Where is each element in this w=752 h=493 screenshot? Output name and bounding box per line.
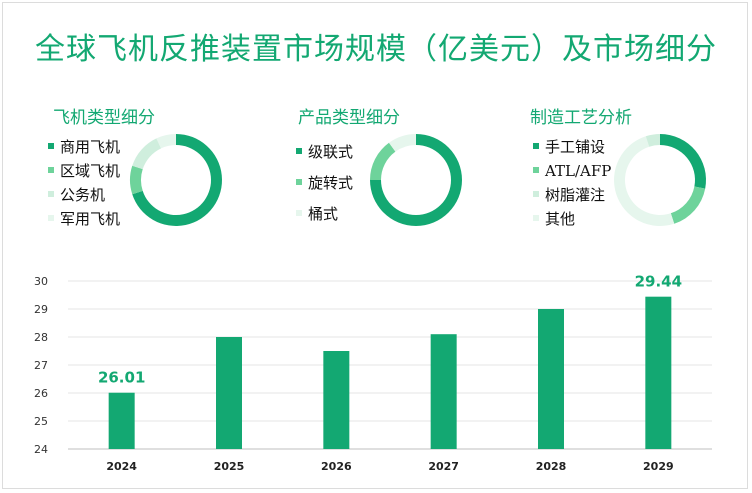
legend-label: 桶式 xyxy=(308,205,339,223)
y-tick-label: 29 xyxy=(34,303,48,316)
legend-item-cascade: 级联式 xyxy=(296,143,353,161)
bar-2029 xyxy=(645,296,672,449)
legend-item-business-jet: 公务机 xyxy=(48,186,105,204)
donut-slice-3-2 xyxy=(670,186,706,224)
donut-slice-3-4 xyxy=(645,134,660,147)
legend-swatch xyxy=(48,215,54,221)
bar-grid: 24 25 26 27 28 29 30 xyxy=(34,275,712,456)
legend-label: ATL/AFP xyxy=(545,162,612,180)
donut-slice-1-3 xyxy=(132,138,162,170)
bar-labels: 2024 26.01 2025 2026 2027 2028 2029 29.44 xyxy=(98,273,682,473)
x-tick-label: 2024 xyxy=(106,460,137,473)
bar-2025 xyxy=(216,337,242,449)
legend-swatch xyxy=(533,167,539,173)
donut-slice-1-2 xyxy=(130,165,143,195)
y-tick-label: 24 xyxy=(34,443,48,456)
legend-swatch xyxy=(296,179,302,185)
legend-swatch xyxy=(533,143,539,149)
legend-item-regional: 区域飞机 xyxy=(48,162,120,180)
y-tick-label: 27 xyxy=(34,359,48,372)
donut-slice-1-4 xyxy=(156,134,176,149)
legend-label: 公务机 xyxy=(60,186,106,204)
donut-slice-2-2 xyxy=(370,142,396,180)
x-tick-label: 2026 xyxy=(321,460,352,473)
legend-label: 旋转式 xyxy=(308,174,354,192)
chart-title: 全球飞机反推装置市场规模（亿美元）及市场细分 xyxy=(35,32,717,67)
legend-label: 区域飞机 xyxy=(60,162,121,180)
legend-item-clamshell: 桶式 xyxy=(296,205,338,223)
legend-swatch xyxy=(296,210,302,216)
x-tick-label: 2027 xyxy=(428,460,459,473)
legend-label: 商用飞机 xyxy=(60,138,121,156)
legend-swatch xyxy=(533,215,539,221)
x-tick-label: 2025 xyxy=(214,460,245,473)
chart-frame xyxy=(2,2,748,489)
segment-title-aircraft-type: 飞机类型细分 xyxy=(53,108,155,128)
legend-item-other: 其他 xyxy=(533,210,575,228)
legend-item-hand-layup: 手工铺设 xyxy=(533,138,605,156)
y-tick-label: 28 xyxy=(34,331,48,344)
legend-item-atl-afp: ATL/AFP xyxy=(533,162,611,180)
y-tick-label: 30 xyxy=(34,275,48,288)
legend-item-pivot-door: 旋转式 xyxy=(296,174,353,192)
bar-2026 xyxy=(323,351,350,449)
donut-charts xyxy=(130,134,706,226)
data-label-2029: 29.44 xyxy=(635,273,682,291)
x-tick-label: 2029 xyxy=(643,460,674,473)
donut-slice-2-3 xyxy=(388,134,416,152)
data-label-2024: 26.01 xyxy=(98,369,145,387)
legend-label: 级联式 xyxy=(308,143,354,161)
legend-item-resin-infusion: 树脂灌注 xyxy=(533,186,605,204)
segment-title-product-type: 产品类型细分 xyxy=(298,108,400,128)
bar-series xyxy=(108,296,672,449)
legend-swatch xyxy=(48,191,54,197)
y-tick-label: 25 xyxy=(34,415,48,428)
legend-label: 其他 xyxy=(545,210,576,228)
legend-label: 军用飞机 xyxy=(60,210,121,228)
legend-label: 树脂灌注 xyxy=(545,186,606,204)
donut-slice-3-3 xyxy=(614,136,675,226)
y-tick-label: 26 xyxy=(34,387,48,400)
x-tick-label: 2028 xyxy=(536,460,567,473)
legend-swatch xyxy=(48,143,54,149)
legend-item-commercial: 商用飞机 xyxy=(48,138,120,156)
bar-2027 xyxy=(430,334,457,449)
legend-swatch xyxy=(48,167,54,173)
bar-2024 xyxy=(108,392,135,449)
legend-swatch xyxy=(533,191,539,197)
legend-item-military: 军用飞机 xyxy=(48,210,120,228)
legend-swatch xyxy=(296,148,302,154)
legend-label: 手工铺设 xyxy=(545,138,606,156)
donut-slice-3-1 xyxy=(660,134,706,189)
segment-title-manufacturing: 制造工艺分析 xyxy=(530,108,632,128)
bar-2028 xyxy=(538,309,564,449)
